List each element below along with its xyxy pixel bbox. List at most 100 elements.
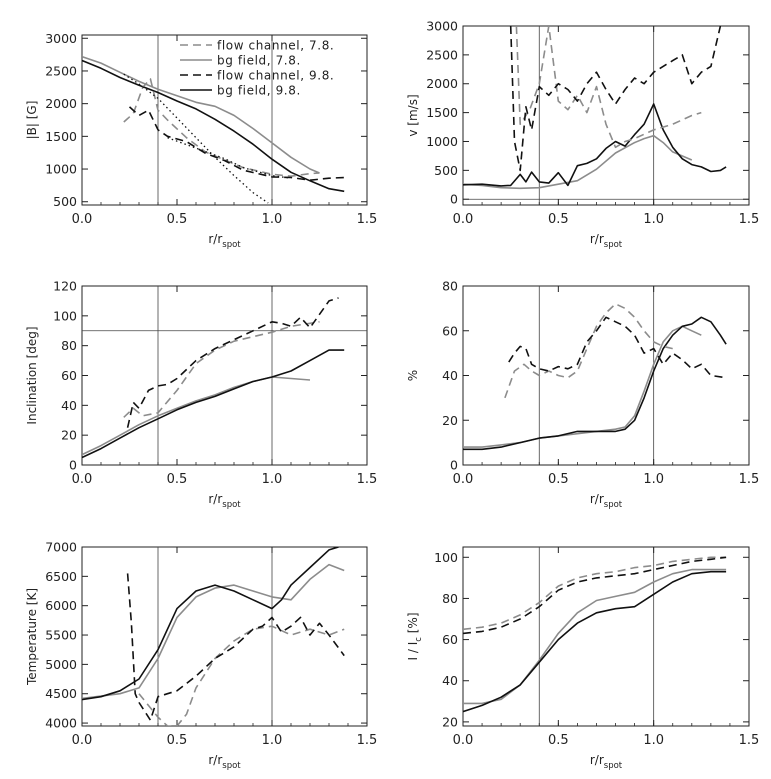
y-tick-label: 2000: [45, 96, 77, 111]
y-tick-label: 40: [61, 398, 77, 413]
x-tick-label: 0.5: [548, 212, 569, 227]
y-tick-label: 0: [450, 192, 458, 207]
y-tick-label: 20: [61, 428, 77, 443]
panel-percent: 0.0 0.5 1.0 1.5 0 20 40 60 80 r/rspot%: [406, 279, 759, 511]
y-tick-label: 60: [442, 632, 458, 647]
series-bg-field-9-8-: [82, 349, 345, 459]
x-tick-label: 0.0: [453, 733, 474, 748]
x-tick-label: 1.5: [739, 733, 760, 748]
x-axis-label: r/rspot: [590, 753, 623, 771]
y-tick-label: 2500: [45, 63, 77, 78]
y-tick-label: 6000: [45, 598, 77, 613]
y-tick-label: 20: [442, 413, 458, 428]
x-tick-label: 1.0: [262, 733, 283, 748]
series-bg-field-7-8-: [82, 376, 311, 456]
y-tick-label: 120: [53, 279, 77, 294]
x-tick-label: 0.5: [167, 733, 188, 748]
legend-label: flow channel, 9.8.: [217, 69, 334, 83]
series-flow-channel-7-8-: [123, 78, 320, 177]
y-tick-label: 60: [61, 368, 77, 383]
x-tick-label: 1.5: [357, 212, 378, 227]
y-axis-label: %: [406, 370, 420, 381]
y-tick-label: 40: [442, 673, 458, 688]
y-tick-label: 3000: [45, 31, 77, 46]
x-tick-label: 0.5: [548, 472, 569, 487]
series-fit: [123, 73, 269, 204]
legend-label: bg field, 7.8.: [217, 54, 301, 68]
series-bg-field-7-8-: [82, 563, 345, 700]
y-tick-label: 4000: [45, 716, 77, 731]
y-tick-label: 500: [434, 163, 458, 178]
x-tick-label: 1.0: [262, 212, 283, 227]
series-flow-channel-9-8-: [509, 26, 722, 172]
series-flow-channel-7-8-: [138, 625, 345, 726]
y-tick-label: 80: [61, 338, 77, 353]
y-axis-label: |B| [G]: [25, 101, 39, 140]
series-flow-channel-9-8-: [463, 556, 727, 635]
series-flow-channel-9-8-: [126, 573, 345, 721]
x-tick-label: 1.0: [643, 472, 664, 487]
x-tick-label: 0.0: [453, 212, 474, 227]
y-tick-label: 20: [442, 714, 458, 729]
y-tick-label: 80: [442, 279, 458, 294]
y-tick-label: 40: [442, 368, 458, 383]
legend: flow channel, 7.8.bg field, 7.8.flow cha…: [180, 39, 334, 98]
plot-frame: [81, 34, 368, 206]
x-tick-label: 0.0: [453, 472, 474, 487]
x-tick-label: 1.0: [643, 733, 664, 748]
x-tick-label: 0.5: [167, 212, 188, 227]
x-axis-label: r/rspot: [590, 492, 623, 510]
y-tick-label: 80: [442, 591, 458, 606]
series-flow-channel-9-8-: [128, 106, 345, 181]
y-tick-label: 1500: [426, 105, 458, 120]
x-tick-label: 1.5: [357, 472, 378, 487]
y-tick-label: 0: [69, 458, 77, 473]
plot-frame: [462, 546, 750, 727]
y-axis-label: I / Ic [%]: [406, 612, 424, 660]
series-flow-channel-7-8-: [463, 556, 727, 631]
y-axis-label: Inclination [deg]: [25, 326, 39, 424]
series-flow-channel-7-8-: [515, 26, 702, 149]
y-tick-label: 3000: [426, 19, 458, 34]
x-axis-label: r/rspot: [590, 232, 623, 250]
panel-temperature: 0.0 0.5 1.0 1.5 4000 4500 5000 5500 6000 6500 7000…: [25, 540, 377, 772]
x-tick-label: 1.5: [739, 472, 760, 487]
y-axis-label: v [m/s]: [406, 94, 420, 136]
series-bg-field-9-8-: [463, 570, 727, 713]
series-bg-field-9-8-: [82, 547, 339, 701]
x-tick-label: 1.5: [739, 212, 760, 227]
y-tick-label: 500: [53, 194, 77, 209]
legend-label: bg field, 9.8.: [217, 84, 301, 98]
panel-inclination: 0.0 0.5 1.0 1.5 0 20 40 60 80 100 120 r/rspot Inclin…: [25, 279, 377, 511]
x-tick-label: 1.0: [262, 472, 283, 487]
series-flow-channel-7-8-: [123, 321, 320, 418]
plot-frame: [81, 546, 368, 727]
y-tick-label: 1000: [426, 134, 458, 149]
y-tick-label: 1500: [45, 129, 77, 144]
series-bg-field-9-8-: [463, 316, 727, 451]
series-bg-field-7-8-: [463, 568, 727, 705]
plot-frame: [462, 285, 750, 466]
x-tick-label: 0.0: [72, 472, 93, 487]
panel-intensity: 0.0 0.5 1.0 1.5 20 40 60 80 100 r/rspot I / Ic [%]: [406, 546, 760, 771]
plot-frame: [81, 285, 368, 466]
x-tick-label: 1.5: [357, 733, 378, 748]
legend-label: flow channel, 7.8.: [217, 39, 334, 53]
y-tick-label: 5500: [45, 628, 77, 643]
y-tick-label: 6500: [45, 569, 77, 584]
series-bg-field-7-8-: [82, 55, 320, 174]
y-tick-label: 100: [434, 550, 458, 565]
y-tick-label: 100: [53, 308, 77, 323]
panel-velocity: 0.0 0.5 1.0 1.5 0 500 1000 1500 2000 2500 3000 r/rs…: [406, 19, 759, 251]
series-bg-field-9-8-: [82, 59, 345, 193]
y-tick-label: 7000: [45, 540, 77, 555]
x-tick-label: 0.0: [72, 733, 93, 748]
x-tick-label: 0.5: [548, 733, 569, 748]
y-tick-label: 0: [450, 458, 458, 473]
y-tick-label: 60: [442, 323, 458, 338]
x-tick-label: 1.0: [643, 212, 664, 227]
series-bg-field-9-8-: [463, 103, 727, 187]
x-axis-label: r/rspot: [208, 753, 241, 771]
series-flow-channel-9-8-: [508, 316, 727, 379]
